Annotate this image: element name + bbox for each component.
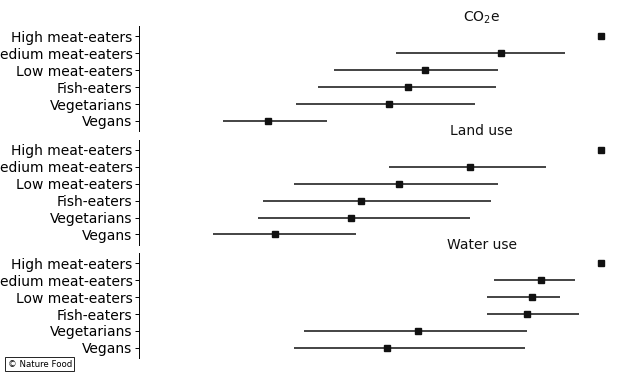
Title: CO$_2$e: CO$_2$e bbox=[463, 10, 500, 26]
Text: © Nature Food: © Nature Food bbox=[8, 360, 72, 369]
Title: Land use: Land use bbox=[451, 125, 513, 138]
Title: Water use: Water use bbox=[447, 238, 517, 252]
